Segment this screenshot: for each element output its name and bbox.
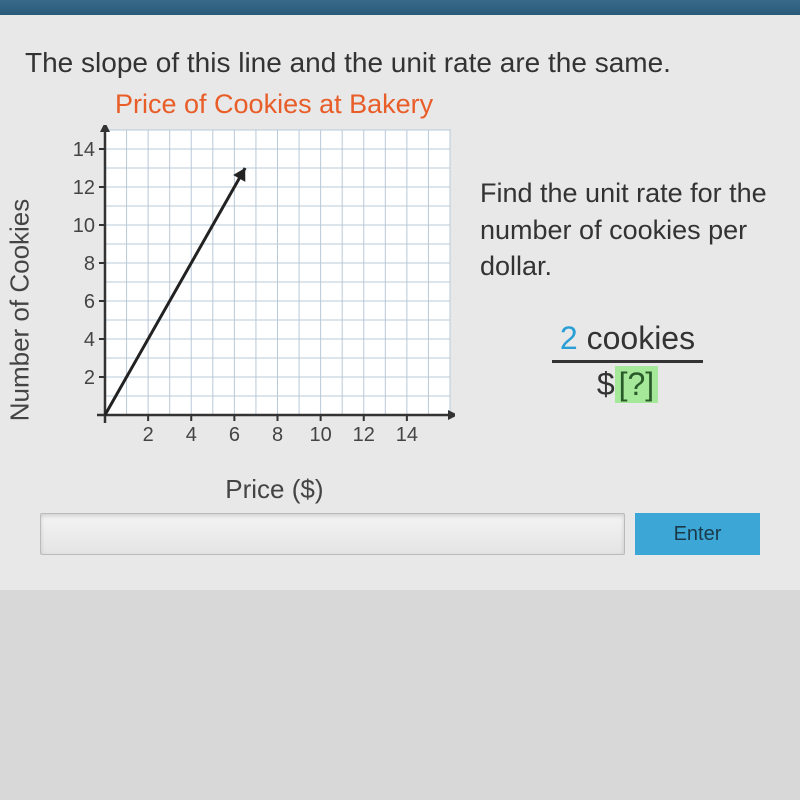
fraction-numerator: 2 cookies (552, 320, 703, 363)
chart-area: Number of Cookies 24681012142468101214 P… (25, 125, 455, 495)
question-panel: Find the unit rate for the number of coo… (480, 125, 775, 402)
unknown-value-box: [?] (615, 366, 659, 403)
svg-text:14: 14 (73, 139, 95, 161)
chart-title: Price of Cookies at Bakery (115, 89, 775, 120)
exercise-content: The slope of this line and the unit rate… (0, 15, 800, 590)
svg-text:10: 10 (73, 215, 95, 237)
svg-text:2: 2 (84, 367, 95, 389)
problem-statement: The slope of this line and the unit rate… (25, 45, 775, 81)
denom-prefix: $ (597, 366, 615, 402)
svg-text:8: 8 (272, 424, 283, 446)
svg-text:4: 4 (84, 329, 95, 351)
x-axis-label: Price ($) (225, 474, 323, 505)
answer-row: Enter (25, 513, 775, 570)
chart-svg: 2 4 6 8 10 12 14 2 4 6 8 10 12 14 (60, 125, 455, 470)
svg-text:2: 2 (143, 424, 154, 446)
answer-input[interactable] (40, 513, 625, 555)
svg-text:10: 10 (310, 424, 332, 446)
numerator-value: 2 (560, 320, 578, 356)
fraction-denominator: $[?] (480, 363, 775, 403)
question-text: Find the unit rate for the number of coo… (480, 175, 775, 284)
svg-text:6: 6 (229, 424, 240, 446)
svg-text:12: 12 (353, 424, 375, 446)
enter-button[interactable]: Enter (635, 513, 760, 555)
y-axis-label: Number of Cookies (5, 199, 36, 422)
svg-text:8: 8 (84, 253, 95, 275)
svg-text:4: 4 (186, 424, 197, 446)
svg-text:12: 12 (73, 177, 95, 199)
window-top-bar (0, 0, 800, 15)
numerator-unit: cookies (587, 320, 696, 356)
unit-rate-fraction: 2 cookies $[?] (480, 320, 775, 403)
svg-text:14: 14 (396, 424, 418, 446)
main-row: Number of Cookies 24681012142468101214 P… (25, 125, 775, 495)
svg-text:6: 6 (84, 291, 95, 313)
